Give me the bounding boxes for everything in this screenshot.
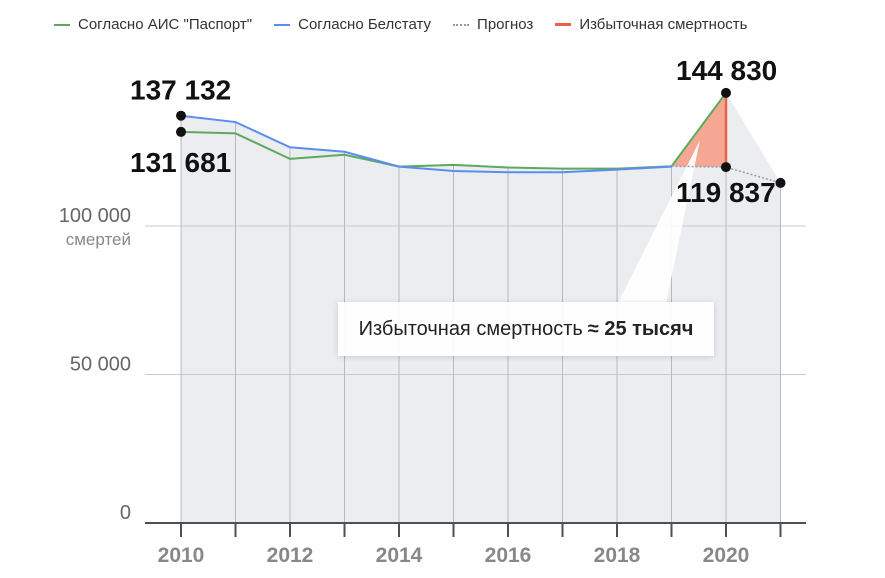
callout-label-0: 137 132: [130, 75, 231, 106]
callout-point-3: [721, 162, 731, 173]
callout-point-2: [721, 87, 731, 98]
x-tick-label-2020: 2020: [703, 544, 750, 567]
legend-label-belstat: Согласно Белстату: [298, 16, 432, 33]
y-tick-label-2: 100 000: [59, 205, 131, 227]
legend-swatch-excess: [555, 23, 572, 26]
excess-annotation-text: Избыточная смертность: [358, 317, 583, 340]
legend-label-forecast: Прогноз: [477, 16, 534, 33]
legend-swatch-forecast: [453, 23, 470, 26]
x-tick-label-2014: 2014: [376, 544, 423, 567]
callout-point-1: [176, 126, 186, 137]
legend-label-excess: Избыточная смертность: [579, 16, 748, 33]
y-tick-label-0: 0: [120, 502, 131, 524]
forecast-end-point: [775, 177, 786, 188]
legend: Согласно АИС "Паспорт" Согласно Белстату…: [54, 16, 747, 33]
excess-annotation-value: ≈ 25 тысяч: [587, 317, 694, 340]
legend-label-ais-passport: Согласно АИС "Паспорт": [78, 16, 253, 33]
callout-point-0: [176, 110, 186, 121]
x-tick-label-2010: 2010: [158, 544, 205, 567]
y-unit-label: смертей: [66, 230, 131, 249]
series-line-2: [671, 165, 781, 184]
x-tick-label-2018: 2018: [594, 544, 641, 567]
legend-item-excess: Избыточная смертность: [555, 16, 747, 33]
annotation-pointer: [618, 140, 700, 303]
callout-label-2: 144 830: [676, 55, 777, 86]
y-tick-label-1: 50 000: [70, 354, 131, 376]
series-line-1: [180, 114, 672, 174]
callout-label-3: 119 837: [676, 177, 776, 208]
legend-item-ais-passport: Согласно АИС "Паспорт": [54, 16, 252, 33]
legend-swatch-belstat: [274, 23, 291, 26]
x-tick-label-2012: 2012: [267, 544, 314, 567]
x-tick-label-2016: 2016: [485, 544, 532, 567]
excess-annotation-box: Избыточная смертность ≈ 25 тысяч: [338, 302, 714, 356]
legend-item-belstat: Согласно Белстату: [274, 16, 431, 33]
callout-label-1: 131 681: [130, 147, 231, 178]
legend-swatch-ais-passport: [54, 23, 70, 26]
legend-item-forecast: Прогноз: [453, 16, 533, 33]
